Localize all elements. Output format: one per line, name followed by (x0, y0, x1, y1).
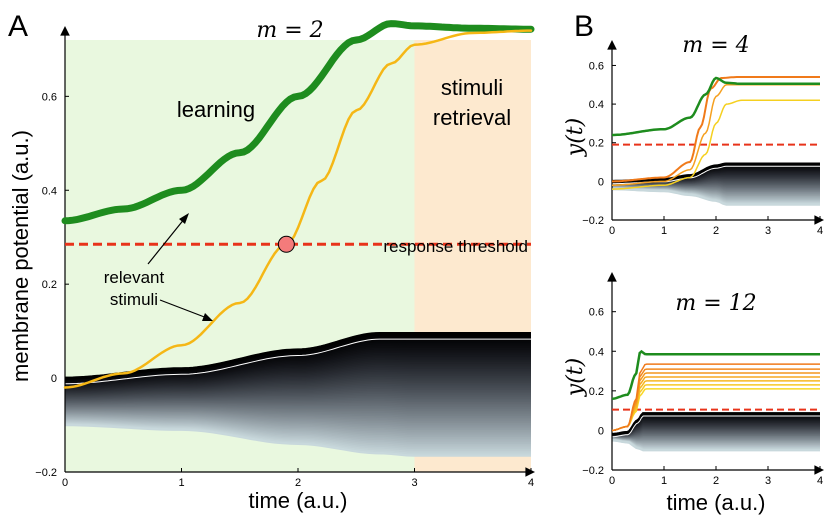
y-tick-label: 0.2 (589, 138, 604, 150)
x-tick-label: 1 (661, 475, 667, 487)
y-axis-arrow (607, 272, 617, 282)
y-tick-label: 0.4 (42, 185, 57, 197)
x-tick-label: 2 (713, 475, 719, 487)
panel-b-top-background-bundle (611, 162, 820, 206)
panel-a-background-bundle (64, 332, 531, 457)
y-tick-label: 0 (51, 373, 57, 385)
panel-b-bottom-ylabel: y(t) (563, 358, 588, 397)
panel-b-label: B (574, 10, 594, 43)
panel-a-title: m = 2 (256, 18, 323, 43)
stimulus-line (611, 388, 820, 432)
background-stimulus-line (611, 415, 820, 438)
y-axis-arrow (607, 40, 617, 50)
x-tick-label: 2 (713, 225, 719, 237)
background-stimulus-line (65, 338, 531, 385)
x-tick-label: 1 (661, 225, 667, 237)
x-tick-label: 0 (609, 225, 615, 237)
x-tick-label: 3 (765, 475, 771, 487)
x-tick-label: 0 (609, 475, 615, 487)
x-tick-label: 3 (411, 477, 417, 489)
stimulus-line (611, 376, 820, 432)
x-tick-label: 4 (528, 477, 534, 489)
x-tick-label: 4 (817, 225, 823, 237)
panel-b-top-background-line (612, 187, 820, 206)
y-tick-label: 0.4 (589, 99, 604, 111)
stimuli-retrieval-label: retrieval (433, 105, 511, 130)
x-tick-label: 0 (62, 477, 68, 489)
y-tick-label: −0.2 (582, 465, 604, 477)
x-axis-arrow (814, 465, 824, 475)
y-axis-arrow (60, 26, 70, 36)
x-tick-label: 2 (295, 477, 301, 489)
annotation-arrowhead (202, 313, 213, 321)
x-axis-arrow (525, 467, 535, 477)
panel-b-xlabel: time (a.u.) (666, 490, 765, 515)
panel-b-top-title: m = 4 (682, 33, 749, 58)
y-tick-label: 0.4 (589, 346, 604, 358)
learning-label: learning (177, 97, 255, 122)
relevant-stimuli-label: relevant (104, 268, 165, 287)
panel-b-bottom-background-line (611, 439, 820, 452)
background-stimulus-line (611, 412, 820, 436)
stimulus-line (611, 384, 820, 432)
stimuli-retrieval-label: stimuli (441, 75, 503, 100)
y-tick-label: 0.6 (589, 60, 604, 72)
annotation-arrow-line (159, 299, 208, 319)
panel-b-bottom-title: m = 12 (675, 291, 756, 316)
stimulus-line (611, 349, 820, 401)
threshold-crossing-point (277, 235, 295, 253)
annotation-arrow-line (147, 217, 186, 265)
response-threshold-label: response threshold (383, 237, 528, 256)
y-tick-label: 0.2 (589, 386, 604, 398)
panel-b-bottom-background-bundle (611, 412, 820, 452)
relevant-stimuli-label: stimuli (110, 290, 158, 309)
background-stimulus-line (612, 162, 820, 183)
x-tick-label: 1 (178, 477, 184, 489)
yellow-stimulus-line (63, 29, 533, 389)
y-tick-label: 0.6 (42, 91, 57, 103)
stimulus-line (611, 368, 820, 432)
x-axis-arrow (814, 215, 824, 225)
y-tick-label: 0.2 (42, 279, 57, 291)
panel-a-background-line (64, 423, 531, 457)
y-tick-label: 0 (598, 176, 604, 188)
stimulus-line (612, 76, 820, 137)
background-stimulus-line (65, 332, 531, 380)
green-stimulus-line (61, 20, 535, 225)
panel-a-xlabel: time (a.u.) (248, 488, 347, 513)
stimulus-line (612, 99, 820, 190)
stimulus-line (611, 372, 820, 432)
y-tick-label: −0.2 (35, 467, 57, 479)
panel-b-top-ylabel: y(t) (563, 118, 588, 157)
x-tick-label: 4 (817, 475, 823, 487)
y-tick-label: 0.6 (589, 307, 604, 319)
panel-a-label: A (8, 10, 28, 43)
annotation-arrowhead (179, 213, 189, 224)
y-tick-label: −0.2 (582, 215, 604, 227)
y-tick-label: 0 (598, 425, 604, 437)
stimulus-line (612, 76, 820, 183)
x-tick-label: 3 (765, 225, 771, 237)
panel-a-ylabel: membrane potential (a.u.) (8, 130, 33, 382)
stimulus-line (611, 363, 820, 432)
stimulus-line (611, 380, 820, 432)
